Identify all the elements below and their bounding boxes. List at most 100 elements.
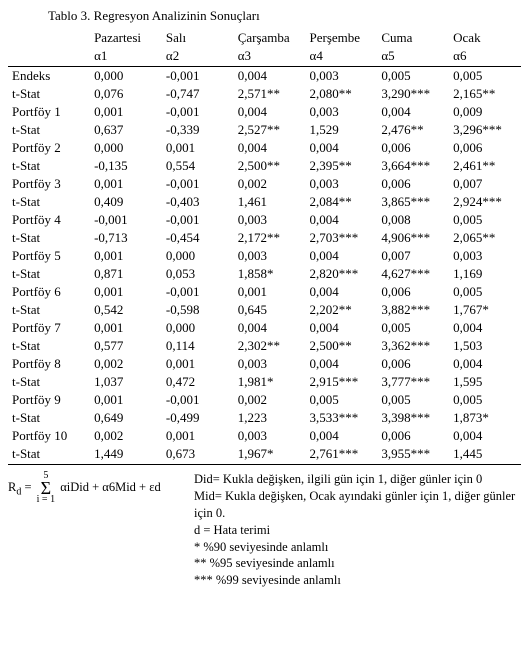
note-d: d = Hata terimi bbox=[194, 522, 521, 539]
cell: 0,002 bbox=[234, 175, 306, 193]
row-label: Portföy 5 bbox=[8, 247, 90, 265]
cell: 0,004 bbox=[306, 319, 378, 337]
cell: 3,296*** bbox=[449, 121, 521, 139]
cell: 0,004 bbox=[449, 427, 521, 445]
cell: 0,001 bbox=[234, 283, 306, 301]
formula-eq: = bbox=[21, 480, 34, 494]
cell: 0,003 bbox=[306, 103, 378, 121]
cell: 0,005 bbox=[377, 391, 449, 409]
row-label: Portföy 9 bbox=[8, 391, 90, 409]
cell: 1,503 bbox=[449, 337, 521, 355]
col-name-5: Cuma bbox=[377, 28, 449, 47]
cell: -0,001 bbox=[162, 103, 234, 121]
cell: 2,915*** bbox=[306, 373, 378, 391]
cell: 2,080** bbox=[306, 85, 378, 103]
table-row: t-Stat0,076-0,7472,571**2,080**3,290***2… bbox=[8, 85, 521, 103]
cell: 1,529 bbox=[306, 121, 378, 139]
note-s95: ** %95 seviyesinde anlamlı bbox=[194, 555, 521, 572]
table-row: Portföy 70,0010,0000,0040,0040,0050,004 bbox=[8, 319, 521, 337]
table-row: t-Stat0,8710,0531,858*2,820***4,627***1,… bbox=[8, 265, 521, 283]
note-s90: * %90 seviyesinde anlamlı bbox=[194, 539, 521, 556]
cell: 0,005 bbox=[449, 67, 521, 86]
cell: 0,001 bbox=[162, 427, 234, 445]
row-label: Endeks bbox=[8, 67, 90, 86]
cell: 0,006 bbox=[377, 175, 449, 193]
cell: 2,571** bbox=[234, 85, 306, 103]
note-did: Did= Kukla değişken, ilgili gün için 1, … bbox=[194, 471, 521, 488]
cell: 3,865*** bbox=[377, 193, 449, 211]
header-blank-2 bbox=[8, 47, 90, 67]
cell: 0,472 bbox=[162, 373, 234, 391]
cell: 0,673 bbox=[162, 445, 234, 465]
cell: 0,001 bbox=[90, 391, 162, 409]
formula: Rd = 5 Σ i = 1 αiDid + α6Mid + εd bbox=[8, 471, 194, 589]
col-name-3: Çarşamba bbox=[234, 28, 306, 47]
cell: 0,004 bbox=[306, 211, 378, 229]
cell: -0,747 bbox=[162, 85, 234, 103]
cell: 2,202** bbox=[306, 301, 378, 319]
cell: 1,445 bbox=[449, 445, 521, 465]
cell: 0,005 bbox=[377, 319, 449, 337]
cell: 0,003 bbox=[306, 175, 378, 193]
cell: 0,004 bbox=[306, 355, 378, 373]
cell: 0,003 bbox=[306, 67, 378, 86]
cell: 0,577 bbox=[90, 337, 162, 355]
cell: 2,703*** bbox=[306, 229, 378, 247]
cell: 4,906*** bbox=[377, 229, 449, 247]
cell: 3,290*** bbox=[377, 85, 449, 103]
cell: 0,001 bbox=[162, 355, 234, 373]
cell: 3,777*** bbox=[377, 373, 449, 391]
cell: 0,637 bbox=[90, 121, 162, 139]
cell: 3,955*** bbox=[377, 445, 449, 465]
row-label: Portföy 3 bbox=[8, 175, 90, 193]
table-row: Portföy 20,0000,0010,0040,0040,0060,006 bbox=[8, 139, 521, 157]
table-row: Portföy 10,001-0,0010,0040,0030,0040,009 bbox=[8, 103, 521, 121]
cell: 0,000 bbox=[162, 319, 234, 337]
table-row: Portföy 80,0020,0010,0030,0040,0060,004 bbox=[8, 355, 521, 373]
cell: -0,499 bbox=[162, 409, 234, 427]
cell: 1,461 bbox=[234, 193, 306, 211]
cell: 0,002 bbox=[90, 355, 162, 373]
cell: -0,598 bbox=[162, 301, 234, 319]
cell: 0,004 bbox=[234, 319, 306, 337]
cell: 0,006 bbox=[377, 283, 449, 301]
table-row: t-Stat0,542-0,5980,6452,202**3,882***1,7… bbox=[8, 301, 521, 319]
cell: -0,339 bbox=[162, 121, 234, 139]
cell: 0,001 bbox=[90, 283, 162, 301]
cell: 0,001 bbox=[162, 139, 234, 157]
cell: 0,002 bbox=[234, 391, 306, 409]
cell: 0,005 bbox=[449, 211, 521, 229]
cell: 1,767* bbox=[449, 301, 521, 319]
cell: 2,761*** bbox=[306, 445, 378, 465]
cell: 0,114 bbox=[162, 337, 234, 355]
cell: 0,004 bbox=[449, 355, 521, 373]
formula-lhs: Rd bbox=[8, 480, 21, 494]
row-label: t-Stat bbox=[8, 445, 90, 465]
cell: 0,005 bbox=[449, 391, 521, 409]
cell: 0,000 bbox=[162, 247, 234, 265]
table-row: t-Stat1,0370,4721,981*2,915***3,777***1,… bbox=[8, 373, 521, 391]
cell: 2,302** bbox=[234, 337, 306, 355]
cell: -0,135 bbox=[90, 157, 162, 175]
col-alpha-1: α1 bbox=[90, 47, 162, 67]
table-row: Portföy 100,0020,0010,0030,0040,0060,004 bbox=[8, 427, 521, 445]
cell: 0,076 bbox=[90, 85, 162, 103]
cell: 2,820*** bbox=[306, 265, 378, 283]
cell: 0,006 bbox=[449, 139, 521, 157]
cell: 0,007 bbox=[377, 247, 449, 265]
cell: 0,001 bbox=[90, 103, 162, 121]
cell: 0,002 bbox=[90, 427, 162, 445]
cell: 2,065** bbox=[449, 229, 521, 247]
cell: 0,001 bbox=[90, 319, 162, 337]
row-label: t-Stat bbox=[8, 193, 90, 211]
col-alpha-2: α2 bbox=[162, 47, 234, 67]
cell: 0,000 bbox=[90, 67, 162, 86]
row-label: t-Stat bbox=[8, 85, 90, 103]
table-row: t-Stat0,649-0,4991,2233,533***3,398***1,… bbox=[8, 409, 521, 427]
cell: 0,649 bbox=[90, 409, 162, 427]
cell: 3,533*** bbox=[306, 409, 378, 427]
table-row: t-Stat1,4490,6731,967*2,761***3,955***1,… bbox=[8, 445, 521, 465]
col-alpha-6: α6 bbox=[449, 47, 521, 67]
footnotes: Did= Kukla değişken, ilgili gün için 1, … bbox=[194, 471, 521, 589]
row-label: Portföy 6 bbox=[8, 283, 90, 301]
